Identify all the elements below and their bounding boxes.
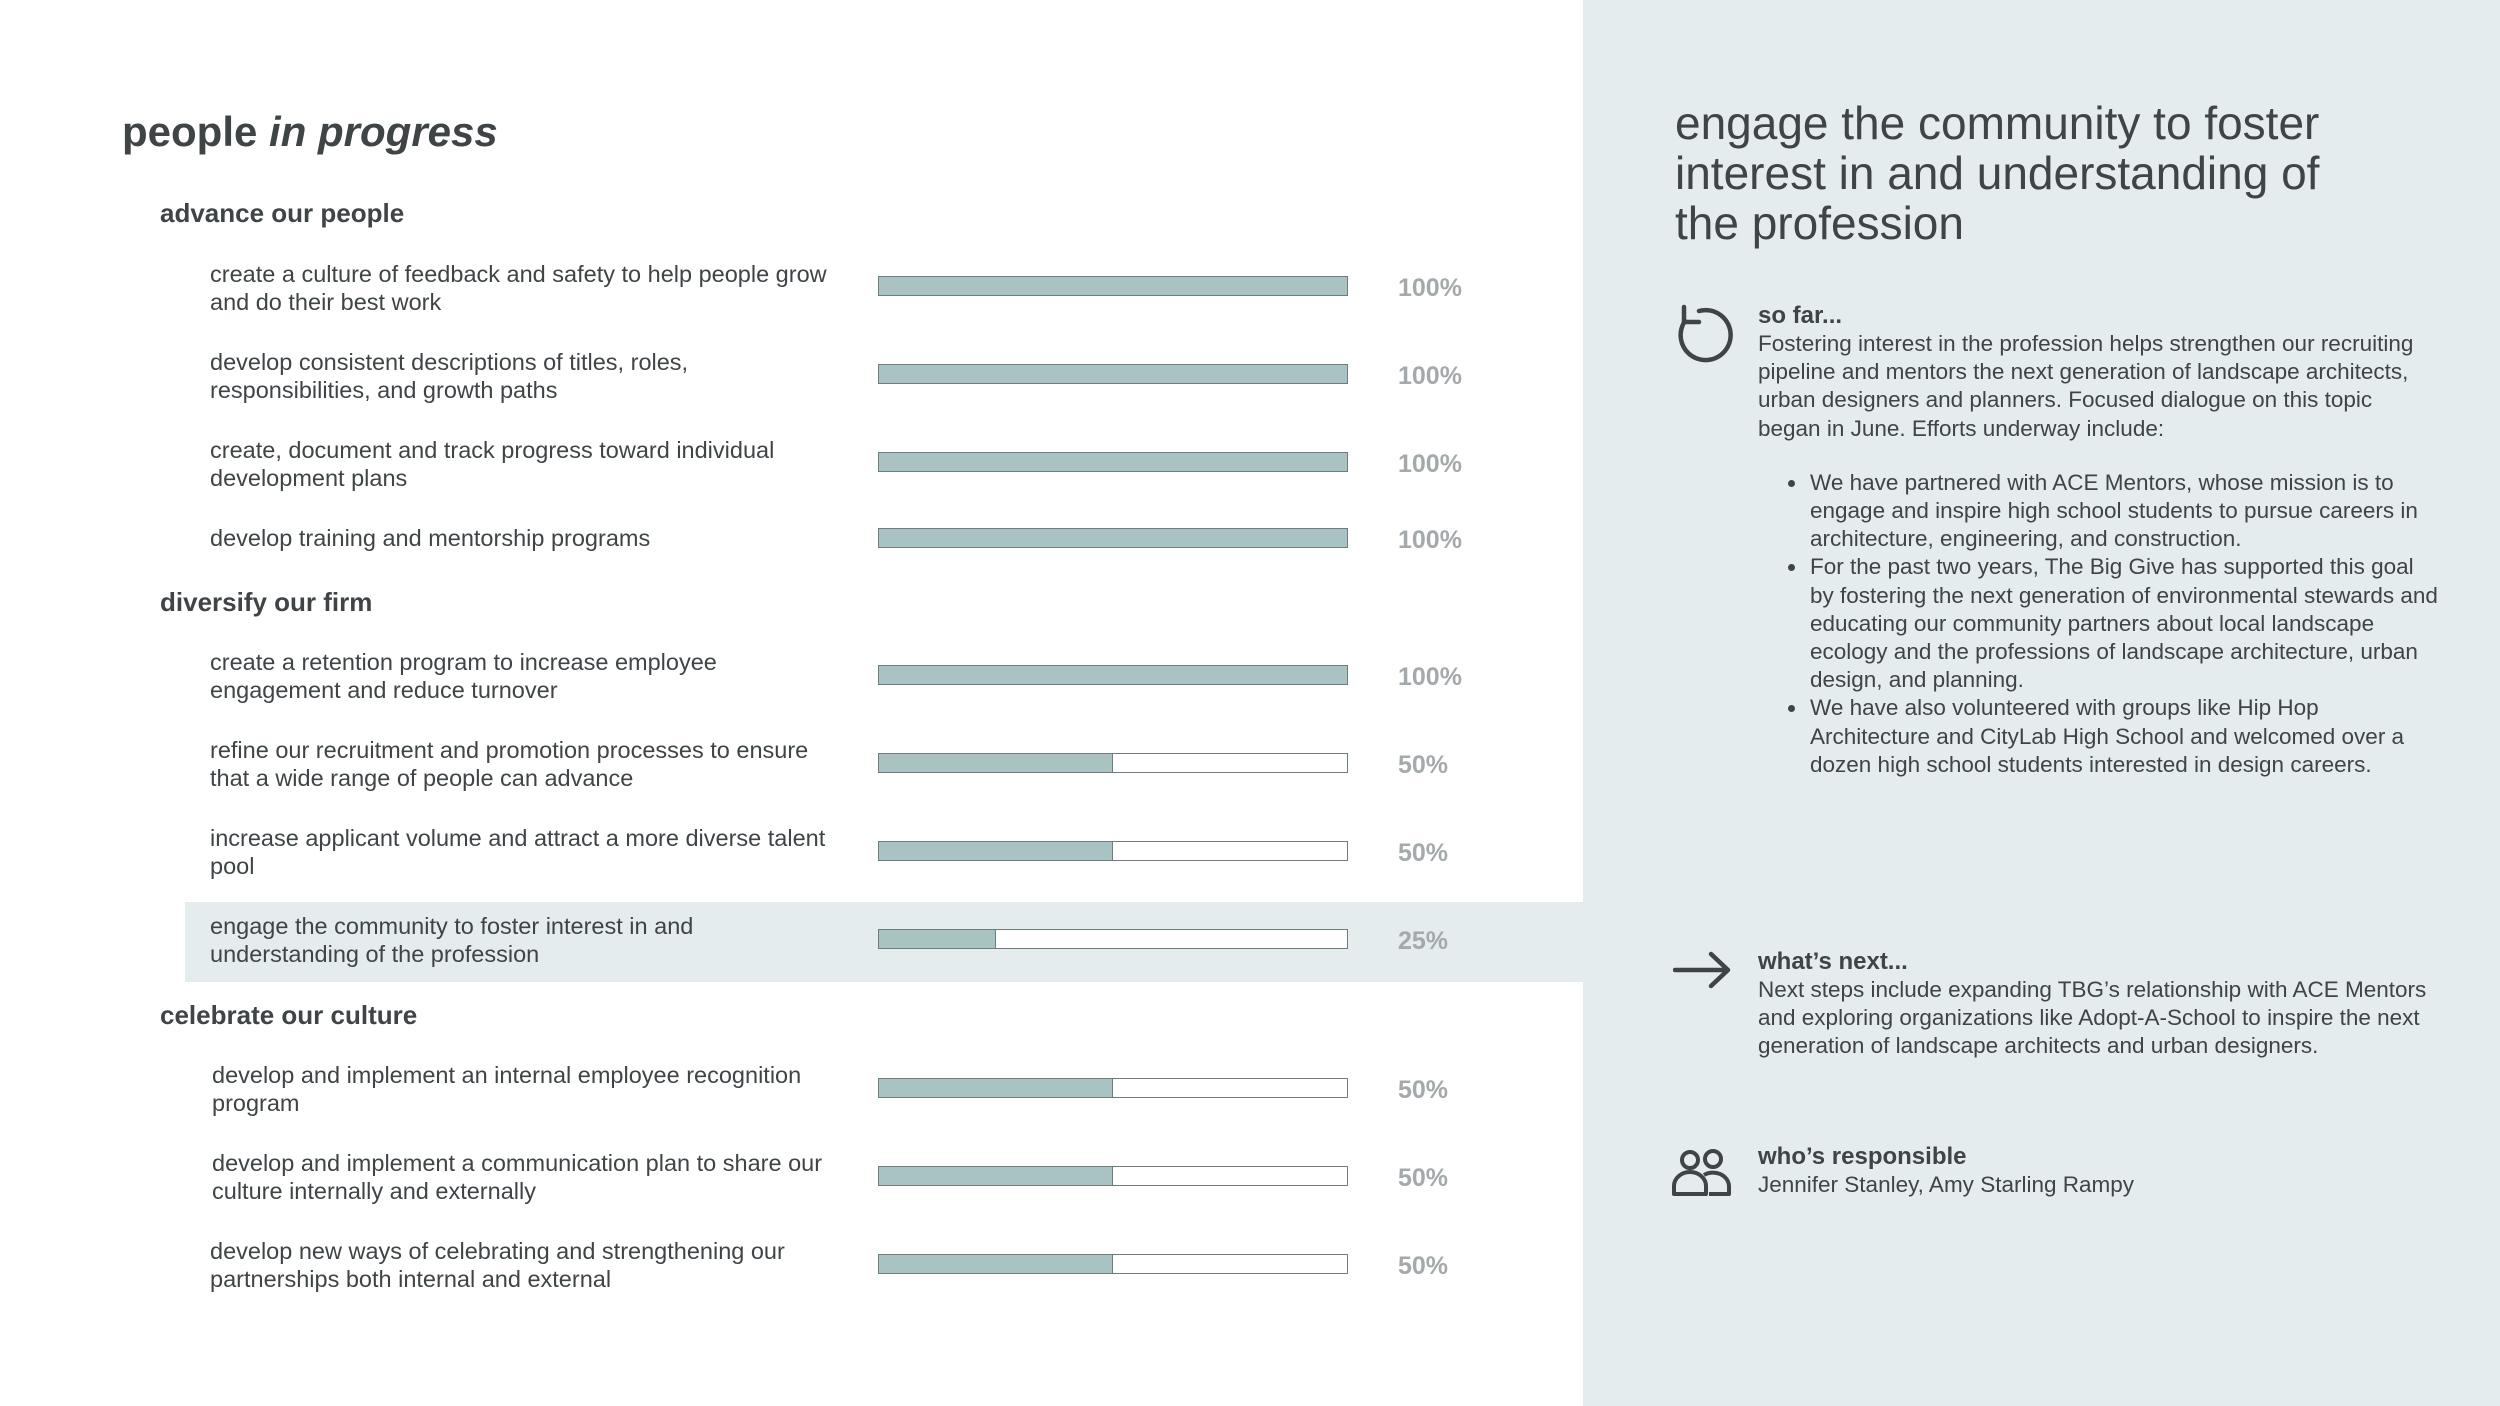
responsible-block: who’s responsible Jennifer Stanley, Amy …	[1758, 1143, 2438, 1199]
page-title: people in progress	[122, 108, 498, 155]
so-far-heading: so far...	[1758, 302, 1843, 329]
progress-percent: 100%	[1398, 274, 1462, 302]
refresh-icon	[1678, 304, 1733, 363]
progress-bar	[878, 452, 1348, 472]
goal-label: develop and implement a communication pl…	[212, 1150, 823, 1204]
goal-label: engage the community to foster interest …	[210, 913, 694, 967]
goal-row[interactable]: create a culture of feedback and safety …	[0, 260, 1583, 340]
responsible-heading: who’s responsible	[1758, 1143, 1967, 1170]
goal-row[interactable]: develop consistent descriptions of title…	[0, 348, 1583, 428]
detail-title: engage the community to foster interest …	[1675, 97, 2320, 249]
goal-row[interactable]: create, document and track progress towa…	[0, 436, 1583, 516]
progress-bar-fill	[879, 277, 1347, 295]
progress-percent: 50%	[1398, 1164, 1449, 1192]
goal-row[interactable]: develop new ways of celebrating and stre…	[0, 1237, 1583, 1317]
progress-bar-fill	[879, 1255, 1113, 1273]
progress-bar-fill	[879, 1079, 1113, 1097]
progress-bar	[878, 929, 1348, 949]
people-icon	[1672, 1149, 1731, 1196]
list-item: We have partnered with ACE Mentors, whos…	[1808, 469, 2438, 554]
goal-row-selected[interactable]: engage the community to foster interest …	[0, 902, 1583, 992]
so-far-text: Fostering interest in the profession hel…	[1758, 331, 2414, 441]
progress-bar	[878, 665, 1348, 685]
progress-bar	[878, 528, 1348, 548]
goal-label: create, document and track progress towa…	[210, 437, 775, 491]
progress-percent: 100%	[1398, 450, 1462, 478]
whats-next-block: what’s next... Next steps include expand…	[1758, 948, 2438, 1061]
section-heading-celebrate: celebrate our culture	[160, 1000, 418, 1030]
progress-percent: 100%	[1398, 362, 1462, 390]
goal-row[interactable]: develop training and mentorship programs…	[0, 524, 1583, 604]
efforts-list: We have partnered with ACE Mentors, whos…	[1758, 469, 2438, 779]
progress-bar-fill	[879, 365, 1347, 383]
progress-bar-fill	[879, 453, 1347, 471]
so-far-block: so far... Fostering interest in the prof…	[1758, 302, 2438, 779]
progress-bar	[878, 1166, 1348, 1186]
progress-percent: 50%	[1398, 1252, 1449, 1280]
arrow-right-icon	[1673, 951, 1731, 989]
goal-row[interactable]: create a retention program to increase e…	[0, 648, 1583, 728]
section-heading-diversify: diversify our firm	[160, 587, 373, 617]
whats-next-text: Next steps include expanding TBG’s relat…	[1758, 977, 2427, 1059]
progress-bar	[878, 753, 1348, 773]
goal-label: create a culture of feedback and safety …	[210, 261, 827, 315]
progress-bar-fill	[879, 842, 1113, 860]
progress-percent: 50%	[1398, 751, 1449, 779]
progress-panel: people in progress advance our people cr…	[0, 108, 1583, 1317]
goal-label: create a retention program to increase e…	[210, 649, 717, 703]
progress-bar	[878, 276, 1348, 296]
progress-bar-fill	[879, 754, 1113, 772]
section-heading-advance: advance our people	[160, 198, 405, 228]
progress-bar-fill	[879, 930, 996, 948]
progress-percent: 25%	[1398, 927, 1449, 955]
progress-bar	[878, 841, 1348, 861]
goal-label: refine our recruitment and promotion pro…	[210, 737, 809, 791]
list-item: We have also volunteered with groups lik…	[1808, 694, 2438, 779]
progress-bar-fill	[879, 666, 1347, 684]
goal-row[interactable]: develop and implement a communication pl…	[0, 1149, 1583, 1229]
list-item: For the past two years, The Big Give has…	[1808, 553, 2438, 694]
progress-percent: 50%	[1398, 839, 1449, 867]
progress-bar-fill	[879, 529, 1347, 547]
progress-percent: 50%	[1398, 1076, 1449, 1104]
whats-next-heading: what’s next...	[1758, 948, 1908, 975]
progress-bar	[878, 364, 1348, 384]
progress-bar	[878, 1254, 1348, 1274]
goal-label: develop and implement an internal employ…	[212, 1062, 802, 1116]
progress-percent: 100%	[1398, 663, 1462, 691]
goal-row[interactable]: increase applicant volume and attract a …	[0, 824, 1583, 904]
responsible-names: Jennifer Stanley, Amy Starling Rampy	[1758, 1172, 2134, 1197]
progress-percent: 100%	[1398, 526, 1462, 554]
goal-label: develop training and mentorship programs	[210, 525, 651, 551]
goal-row[interactable]: develop and implement an internal employ…	[0, 1061, 1583, 1141]
goal-label: increase applicant volume and attract a …	[210, 825, 826, 879]
progress-bar	[878, 1078, 1348, 1098]
detail-panel: engage the community to foster interest …	[1583, 0, 2500, 1406]
goal-label: develop consistent descriptions of title…	[210, 349, 689, 403]
goal-label: develop new ways of celebrating and stre…	[210, 1238, 785, 1292]
progress-bar-fill	[879, 1167, 1113, 1185]
goal-row[interactable]: refine our recruitment and promotion pro…	[0, 736, 1583, 816]
